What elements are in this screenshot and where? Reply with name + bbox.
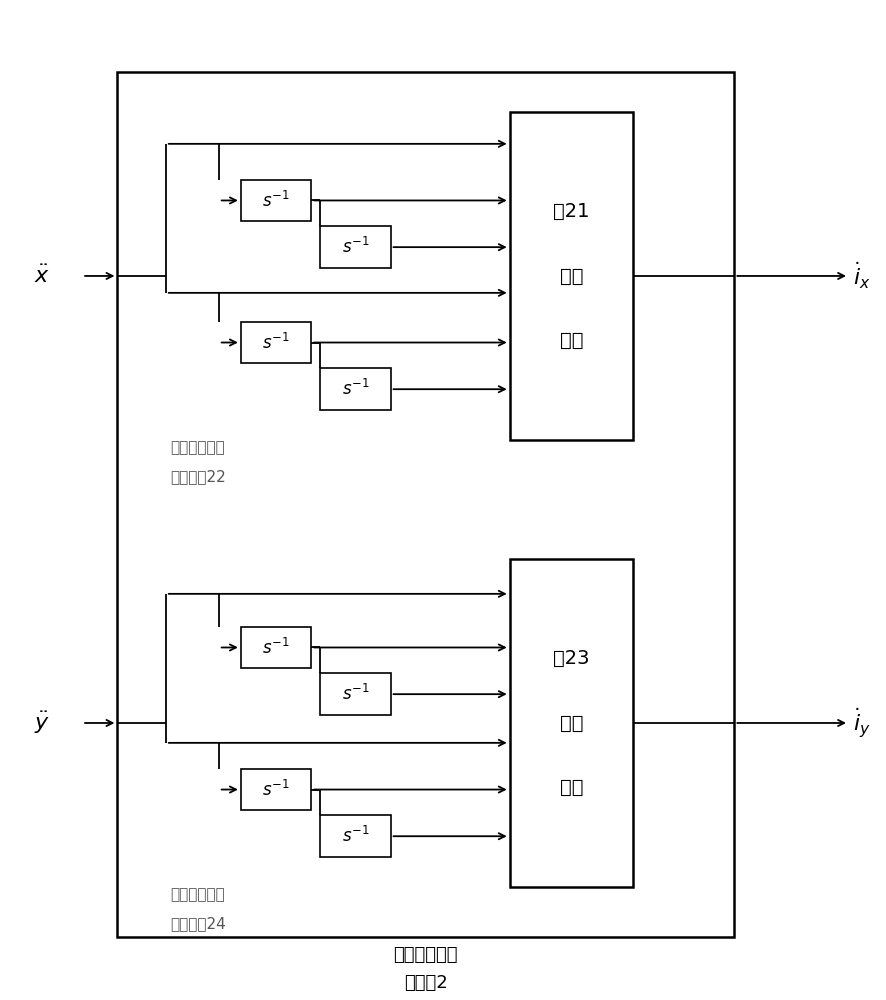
- Text: 支持: 支持: [559, 778, 582, 797]
- Text: $s^{-1}$: $s^{-1}$: [341, 684, 369, 704]
- Text: $s^{-1}$: $s^{-1}$: [262, 779, 290, 800]
- Text: 支持向量机逆: 支持向量机逆: [393, 946, 457, 964]
- Text: $s^{-1}$: $s^{-1}$: [341, 826, 369, 846]
- Text: 正常支持向量: 正常支持向量: [170, 440, 225, 455]
- Text: 支持: 支持: [559, 331, 582, 350]
- Text: $\dot{i}_y$: $\dot{i}_y$: [852, 706, 870, 740]
- Text: $\ddot{x}$: $\ddot{x}$: [35, 265, 51, 287]
- Text: 故障支持向量: 故障支持向量: [170, 887, 225, 902]
- Text: 机逆模型22: 机逆模型22: [170, 470, 226, 485]
- Bar: [509, 112, 633, 440]
- Text: $s^{-1}$: $s^{-1}$: [341, 237, 369, 257]
- Text: 机逆模型24: 机逆模型24: [170, 917, 226, 932]
- Bar: [240, 769, 311, 810]
- Bar: [157, 82, 637, 465]
- Text: $\dot{i}_x$: $\dot{i}_x$: [852, 261, 870, 291]
- Bar: [240, 627, 311, 668]
- Text: $s^{-1}$: $s^{-1}$: [262, 637, 290, 658]
- Bar: [320, 673, 390, 715]
- Text: 模型库2: 模型库2: [403, 974, 447, 992]
- Bar: [320, 368, 390, 410]
- Text: 向量: 向量: [559, 713, 582, 732]
- Bar: [117, 72, 734, 937]
- Text: $s^{-1}$: $s^{-1}$: [262, 190, 290, 211]
- Bar: [240, 180, 311, 221]
- Text: $s^{-1}$: $s^{-1}$: [341, 379, 369, 399]
- Text: $\ddot{y}$: $\ddot{y}$: [35, 710, 51, 736]
- Text: 向量: 向量: [559, 266, 582, 285]
- Bar: [320, 815, 390, 857]
- Bar: [240, 322, 311, 363]
- Bar: [157, 529, 637, 912]
- Bar: [509, 559, 633, 887]
- Bar: [320, 226, 390, 268]
- Text: 机21: 机21: [553, 202, 589, 221]
- Text: $s^{-1}$: $s^{-1}$: [262, 332, 290, 353]
- Text: 机23: 机23: [553, 649, 589, 668]
